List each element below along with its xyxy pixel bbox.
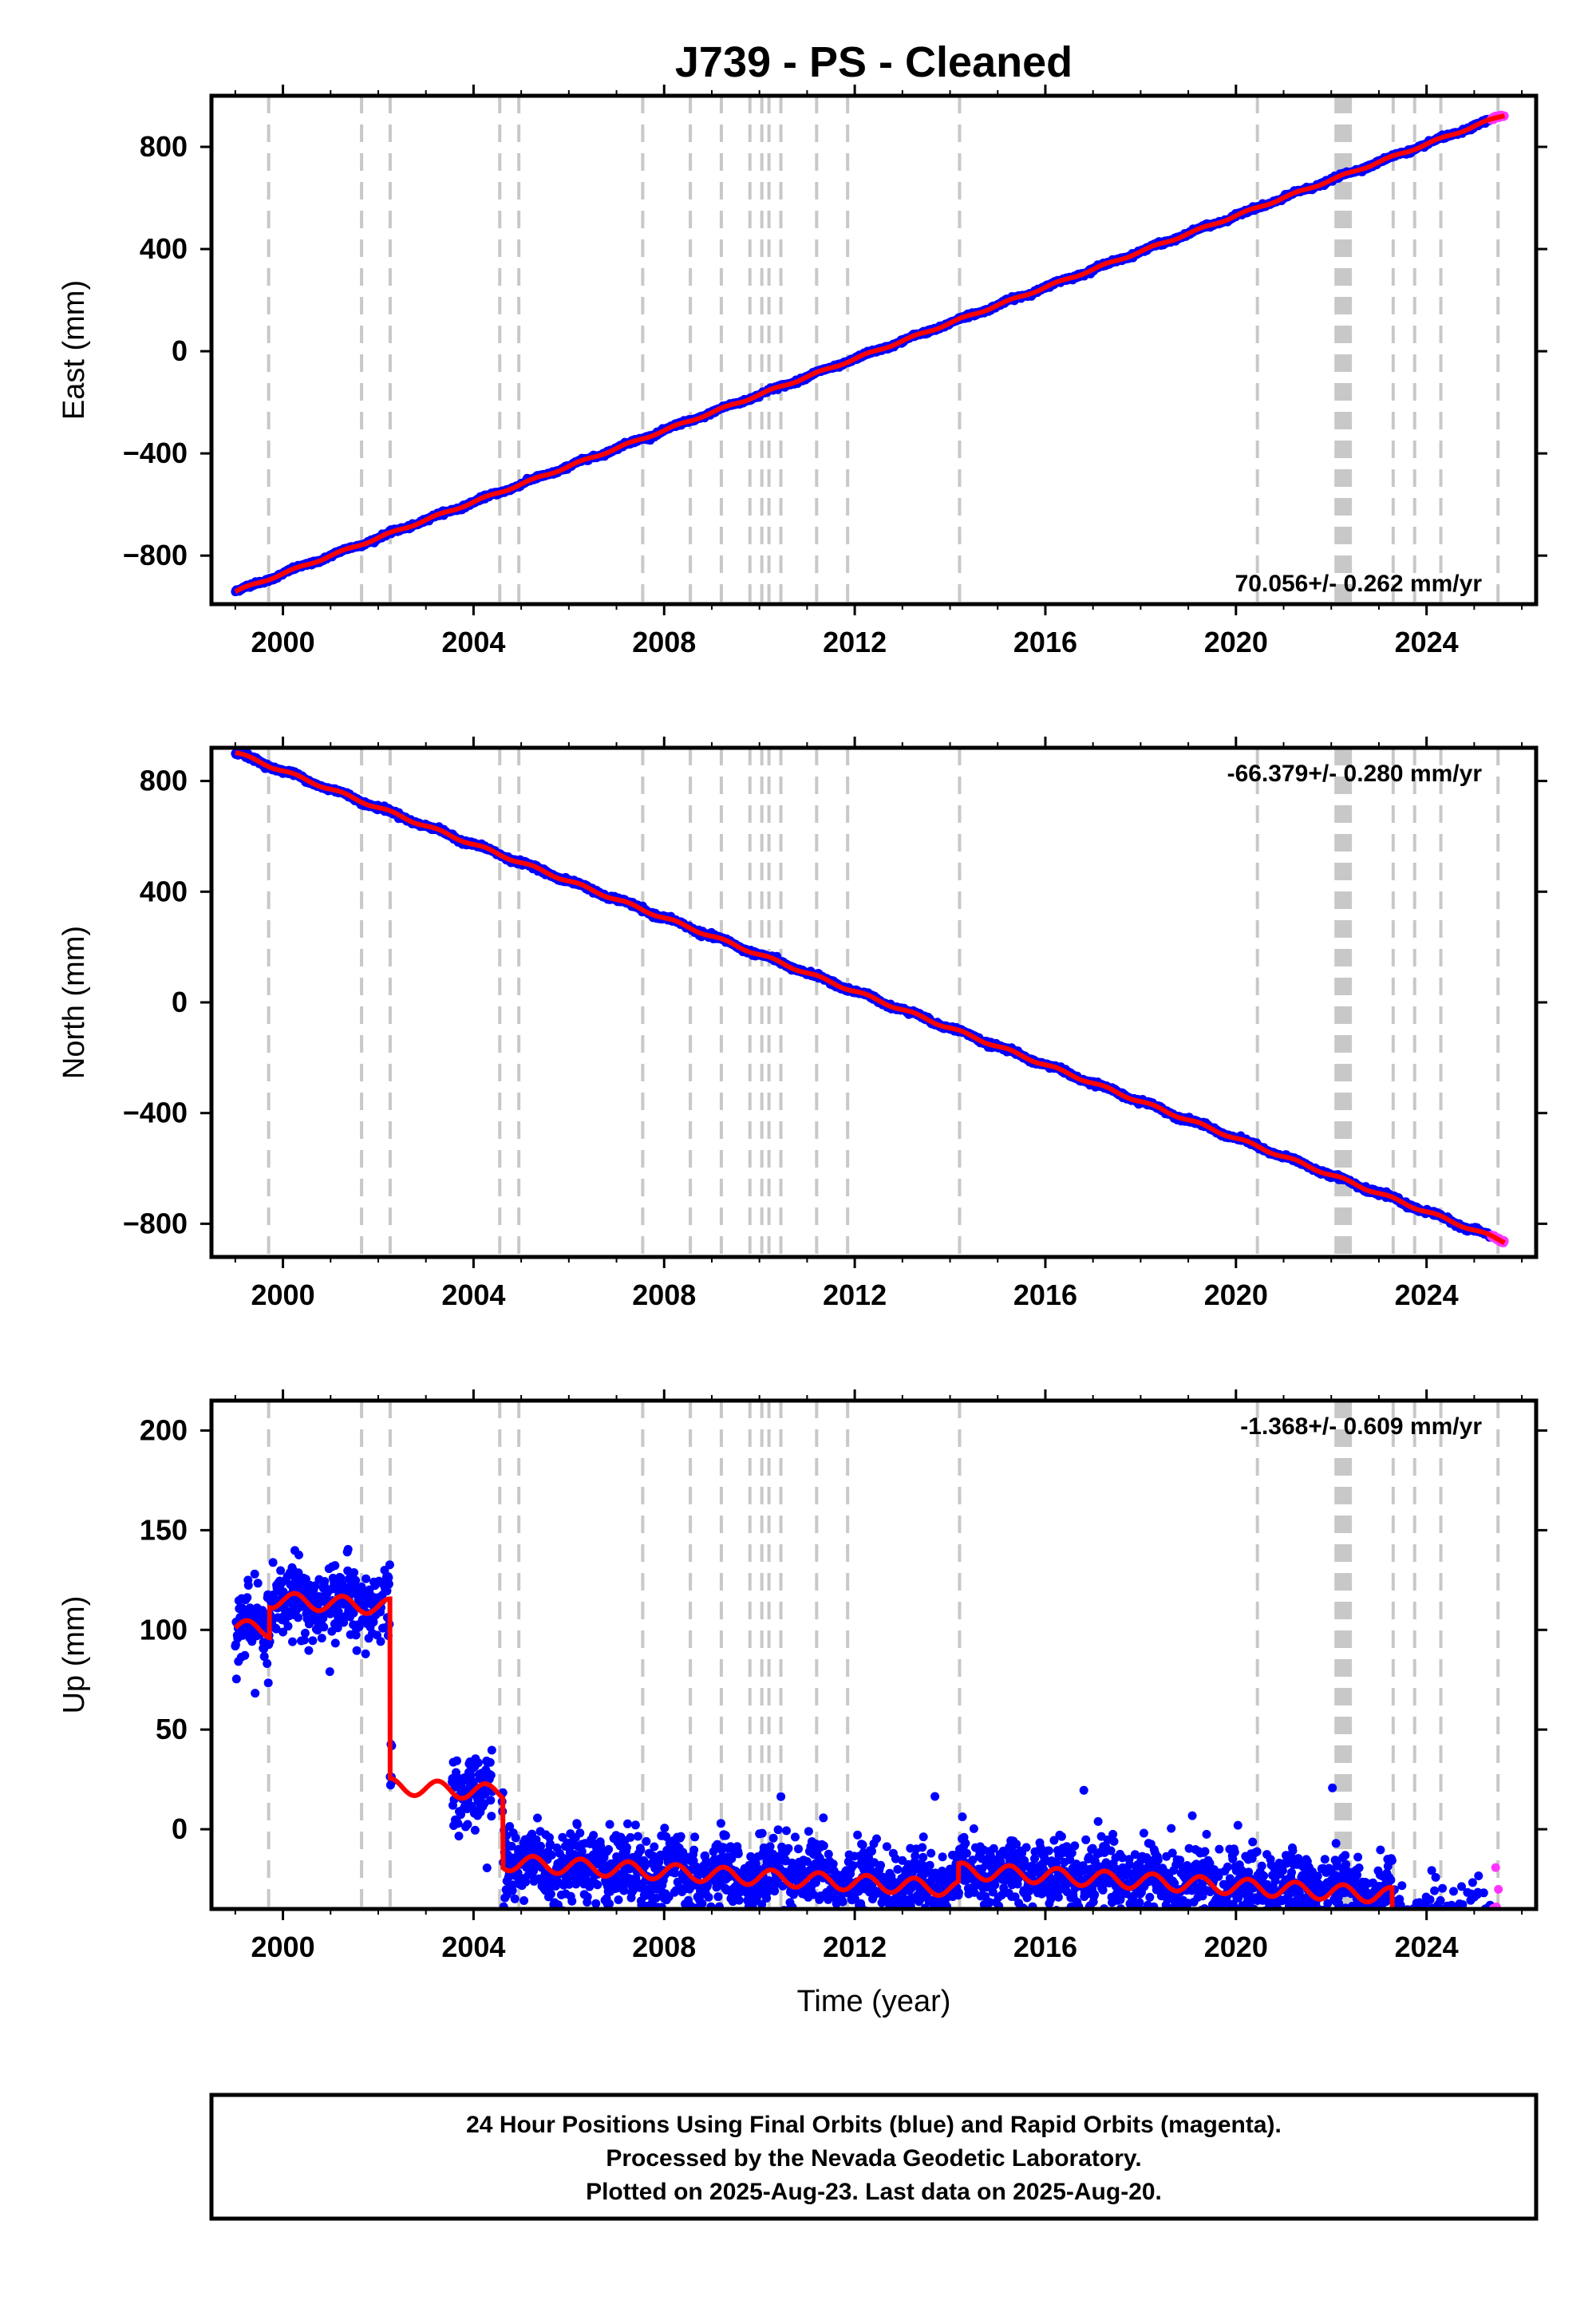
rate-annotation: 70.056+/- 0.262 mm/yr	[1235, 571, 1483, 597]
panel-east: 2000 2004 2008 2012 2016 2020 2024 −800 −400 0 400…	[57, 85, 1547, 658]
x-tick-label: 2004	[441, 626, 505, 658]
y-tick-label: 800	[140, 130, 188, 163]
x-tick-label: 2024	[1395, 626, 1459, 658]
x-tick-label: 2016	[1013, 626, 1077, 658]
panel-north: 2000 2004 2008 2012 2016 2020 2024−800−4000400…	[57, 737, 1547, 1311]
y-tick-label: 400	[140, 232, 188, 265]
y-tick-label: −400	[123, 437, 188, 469]
x-tick-label: 2008	[632, 626, 696, 658]
y-axis-label: East (mm)	[57, 280, 91, 420]
y-tick-label: −800	[123, 539, 188, 571]
x-tick-label: 2012	[823, 626, 887, 658]
y-tick-label: 0	[172, 334, 188, 367]
x-tick-label: 2020	[1204, 626, 1268, 658]
x-tick-label: 2000	[251, 626, 315, 658]
model-line	[234, 113, 1506, 595]
chart-title: J739 - PS - Cleaned	[675, 38, 1073, 86]
